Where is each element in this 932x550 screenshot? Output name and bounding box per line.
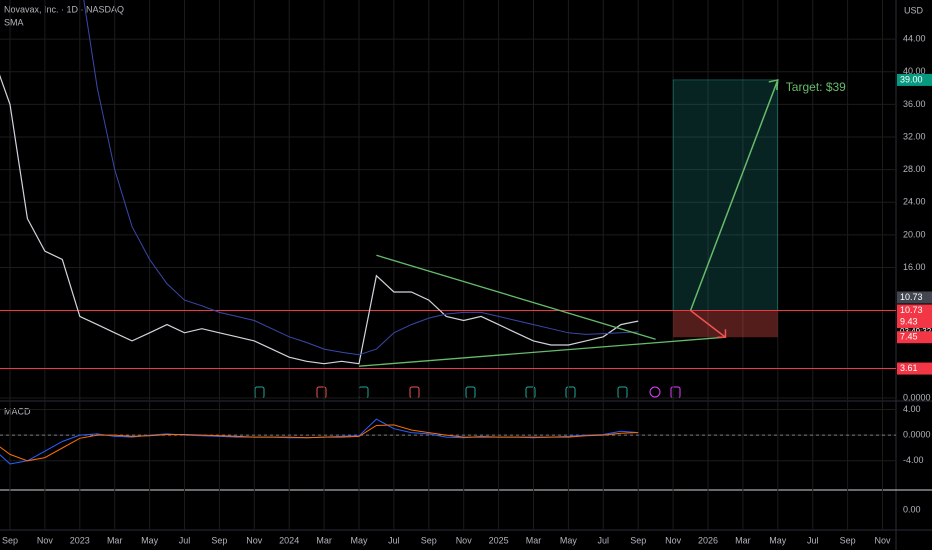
stop-arrow [690, 309, 727, 338]
x-tick-label: Sep [840, 535, 856, 545]
price-line [0, 74, 639, 365]
x-tick-label: May [560, 535, 578, 545]
y-tick-label: 4.00 [903, 404, 921, 414]
x-tick-label: 2024 [279, 535, 299, 545]
level-chip-label: 10.73 [900, 292, 923, 302]
y-tick-label: 36.00 [903, 99, 926, 109]
y-tick-label: 32.00 [903, 131, 926, 141]
y-tick-label: 44.00 [903, 34, 926, 44]
y-tick-label: 0.0000 [903, 430, 931, 440]
y-tick-label: 16.00 [903, 262, 926, 272]
target-chip [897, 73, 932, 86]
x-tick-label: Sep [630, 535, 646, 545]
currency: USD [904, 5, 924, 15]
y-tick-label: -4.00 [903, 455, 924, 465]
x-tick-label: Jul [598, 535, 610, 545]
x-tick-label: Jul [179, 535, 191, 545]
y-tick-label: 24.00 [903, 197, 926, 207]
price-chip-label: 9.43 [900, 316, 918, 326]
level-chip [897, 304, 932, 317]
x-tick-label: Sep [421, 535, 437, 545]
x-tick-label: Sep [211, 535, 227, 545]
level-chip [897, 362, 932, 375]
stop-chip [897, 331, 932, 344]
symbol-title: Novavax, Inc. · 1D · NASDAQ [4, 4, 124, 14]
target-chip-label: 39.00 [900, 74, 923, 84]
target-zone [672, 79, 778, 311]
y-tick-label: 20.00 [903, 229, 926, 239]
x-tick-label: May [141, 535, 159, 545]
macd-title: MACD [4, 406, 31, 416]
indicator-label: SMA [4, 17, 24, 27]
y-tick-label: 28.00 [903, 164, 926, 174]
trend-line [358, 336, 726, 367]
x-tick-label: Mar [316, 535, 332, 545]
price-chip [897, 316, 932, 329]
y-tick-label: 0.00 [903, 504, 921, 514]
sma-line [83, 0, 639, 356]
x-tick-label: Nov [246, 535, 263, 545]
x-tick-label: May [350, 535, 368, 545]
level-chip-label: 10.73 [900, 305, 923, 315]
x-tick-label: Jul [807, 535, 819, 545]
x-tick-label: Mar [735, 535, 751, 545]
split-icon[interactable] [649, 386, 661, 398]
level-chip [897, 291, 932, 304]
x-tick-label: Nov [37, 535, 54, 545]
macd-line [0, 424, 639, 462]
target-arrow [689, 78, 779, 311]
x-tick-label: Sep [2, 535, 18, 545]
x-tick-label: Jul [388, 535, 400, 545]
x-tick-label: Mar [107, 535, 123, 545]
x-tick-label: 2026 [698, 535, 718, 545]
x-tick-label: Mar [526, 535, 542, 545]
level-chip-label: 3.61 [900, 363, 918, 373]
x-tick-label: Nov [456, 535, 473, 545]
y-tick-label: 40.00 [903, 66, 926, 76]
x-tick-label: May [769, 535, 787, 545]
trend-line [376, 254, 656, 340]
annotation: Target: $39 [786, 80, 846, 94]
y-tick-label: 0.0000 [903, 392, 931, 402]
stop-chip-label: 7.45 [900, 332, 918, 342]
x-tick-label: 2023 [70, 535, 90, 545]
x-tick-label: Nov [874, 535, 891, 545]
x-tick-label: Nov [665, 535, 682, 545]
x-tick-label: 2025 [489, 535, 509, 545]
